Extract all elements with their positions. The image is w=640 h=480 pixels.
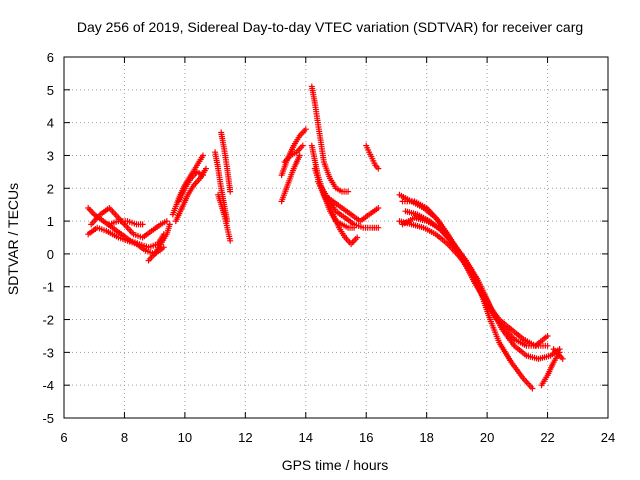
plot-frame — [63, 56, 609, 419]
data-series-arc1d — [106, 218, 146, 228]
data-series-arc4b — [278, 152, 303, 205]
data-series-arc5a — [308, 83, 352, 195]
data-series-arc7g — [550, 346, 566, 362]
y-tick-label: 3 — [47, 148, 54, 163]
y-axis-label: SDTVAR / TECUs — [5, 183, 21, 295]
x-tick-label: 16 — [359, 430, 373, 445]
data-point-markers — [308, 83, 352, 195]
tick-marks — [63, 56, 609, 419]
data-point-markers — [320, 191, 382, 225]
x-tick-label: 6 — [60, 430, 67, 445]
data-series-arc3a — [218, 129, 234, 195]
data-series-arc5e — [320, 191, 382, 225]
data-point-markers — [175, 168, 206, 205]
data-series-arc2c — [175, 168, 206, 205]
y-tick-label: 4 — [47, 116, 54, 131]
x-axis-label: GPS time / hours — [282, 457, 389, 473]
x-tick-label: 10 — [178, 430, 192, 445]
y-tick-label: -2 — [42, 313, 54, 328]
data-point-markers — [550, 346, 566, 362]
data-series-arc6 — [363, 142, 382, 172]
data-series-arc3c — [215, 191, 234, 244]
x-tick-labels: 6 8 10 12 14 16 18 20 22 24 — [60, 430, 615, 445]
data-point-markers — [363, 142, 382, 172]
x-tick-label: 22 — [540, 430, 554, 445]
x-tick-label: 18 — [419, 430, 433, 445]
y-tick-label: -3 — [42, 345, 54, 360]
data-series-arc4c — [281, 142, 306, 165]
x-tick-label: 20 — [480, 430, 494, 445]
y-tick-label: -1 — [42, 280, 54, 295]
data-series-arc1e — [145, 221, 173, 264]
x-tick-label: 14 — [299, 430, 313, 445]
x-tick-label: 12 — [238, 430, 252, 445]
data-point-markers — [145, 221, 173, 264]
y-tick-label: 5 — [47, 83, 54, 98]
data-point-markers — [281, 142, 306, 165]
y-tick-label: 1 — [47, 214, 54, 229]
data-point-markers — [106, 218, 146, 228]
y-tick-label: 0 — [47, 247, 54, 262]
data-point-markers — [215, 191, 234, 244]
data-point-markers — [218, 129, 234, 195]
data-point-markers — [399, 214, 500, 323]
y-tick-label: 2 — [47, 181, 54, 196]
y-tick-labels: -5 -4 -3 -2 -1 0 1 2 3 4 5 6 — [42, 50, 54, 426]
y-tick-label: -4 — [42, 378, 54, 393]
series-group — [85, 83, 566, 392]
data-point-markers — [278, 152, 303, 205]
data-series-arc7e — [399, 214, 500, 323]
chart-title: Day 256 of 2019, Sidereal Day-to-day VTE… — [77, 19, 583, 35]
data-point-markers — [396, 218, 536, 392]
x-tick-label: 8 — [121, 430, 128, 445]
x-tick-label: 24 — [601, 430, 615, 445]
y-tick-label: -5 — [42, 411, 54, 426]
data-series-arc7c — [396, 218, 536, 392]
y-tick-label: 6 — [47, 50, 54, 65]
